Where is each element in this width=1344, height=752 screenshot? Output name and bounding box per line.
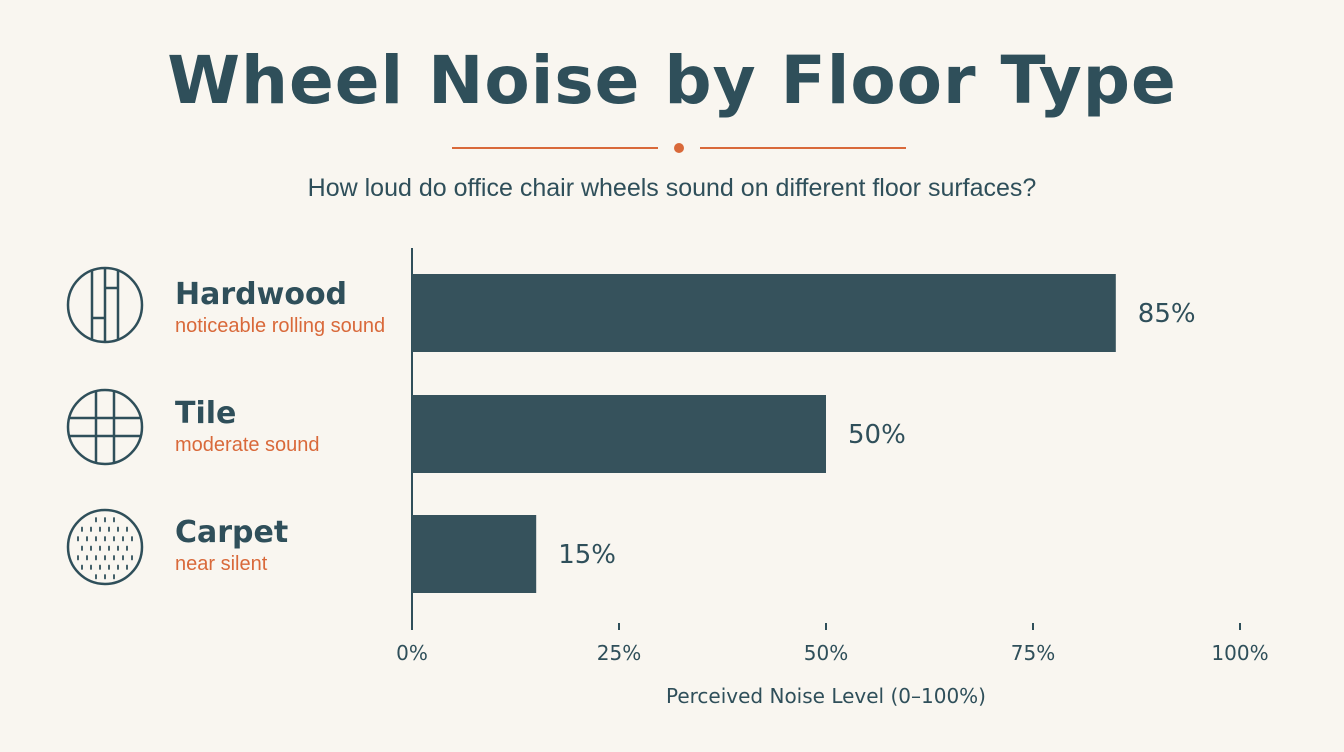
title-divider bbox=[452, 140, 906, 156]
floor-description: moderate sound bbox=[175, 433, 320, 456]
bar-value-label: 50% bbox=[848, 420, 906, 450]
divider-line-right bbox=[700, 147, 906, 149]
bar bbox=[412, 395, 826, 473]
divider-line-left bbox=[452, 147, 658, 149]
tile-floor-icon bbox=[66, 388, 144, 466]
bar-value-label: 85% bbox=[1138, 299, 1196, 329]
x-axis-title: Perceived Noise Level (0–100%) bbox=[666, 684, 986, 708]
chart-title: Wheel Noise by Floor Type bbox=[167, 42, 1177, 119]
x-tick-label: 25% bbox=[597, 641, 641, 665]
floor-name: Tile bbox=[175, 396, 237, 431]
floor-name: Hardwood bbox=[175, 277, 348, 312]
floor-name: Carpet bbox=[175, 515, 289, 550]
row-label-hardwood: Hardwood noticeable rolling sound bbox=[175, 277, 386, 338]
row-label-carpet: Carpet near silent bbox=[175, 515, 289, 576]
chart-subtitle: How loud do office chair wheels sound on… bbox=[307, 174, 1037, 202]
row-label-tile: Tile moderate sound bbox=[175, 396, 320, 457]
divider-dot bbox=[674, 143, 684, 153]
x-tick-label: 50% bbox=[804, 641, 848, 665]
bar bbox=[412, 515, 537, 593]
hardwood-floor-icon bbox=[66, 266, 144, 344]
bar bbox=[412, 274, 1116, 352]
x-tick-label: 75% bbox=[1011, 641, 1055, 665]
x-tick-label: 100% bbox=[1211, 641, 1268, 665]
carpet-floor-icon bbox=[66, 508, 144, 586]
floor-description: near silent bbox=[175, 552, 268, 575]
bar-value-label: 15% bbox=[558, 540, 616, 570]
floor-description: noticeable rolling sound bbox=[175, 314, 386, 337]
x-tick-label: 0% bbox=[396, 641, 428, 665]
